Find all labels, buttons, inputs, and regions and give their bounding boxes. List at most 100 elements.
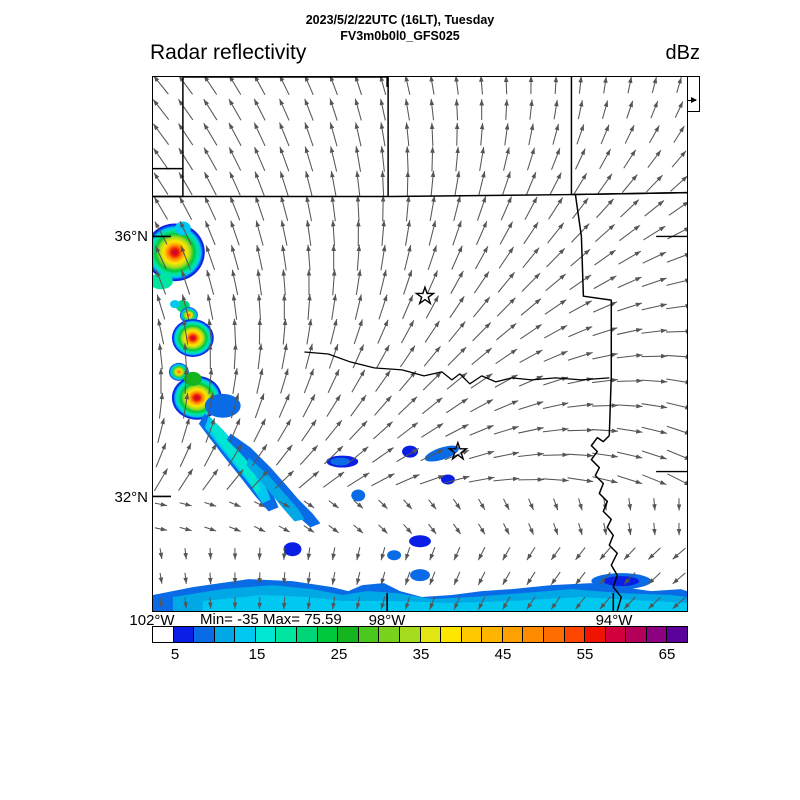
- wind-vector: [380, 244, 387, 271]
- wind-vector: [331, 294, 337, 320]
- wind-vector: [183, 548, 188, 560]
- wind-vector: [157, 417, 165, 444]
- wind-vector: [279, 77, 290, 96]
- wind-vector: [355, 269, 362, 296]
- colorbar-segment-24: [646, 627, 668, 642]
- wind-vector: [599, 148, 611, 170]
- wind-vector: [356, 244, 362, 271]
- wind-vector: [179, 502, 192, 507]
- wind-vector: [493, 451, 520, 459]
- wind-vector: [325, 419, 343, 441]
- wind-vector: [504, 123, 510, 146]
- colorbar-segment-5: [255, 627, 277, 642]
- wind-vector: [673, 125, 685, 143]
- wind-vector: [666, 449, 687, 460]
- wind-vector: [503, 523, 510, 535]
- wind-vector: [667, 473, 687, 486]
- wind-vector: [157, 343, 163, 370]
- colorbar-segment-7: [297, 627, 318, 642]
- wind-vector: [592, 428, 618, 434]
- wind-vector: [599, 547, 611, 561]
- colorbar-segment-22: [605, 627, 627, 642]
- star-marker-north: [414, 285, 436, 306]
- wind-vector: [450, 270, 464, 294]
- wind-vector: [473, 271, 490, 294]
- wind-vector: [275, 444, 293, 466]
- wind-vector: [207, 318, 213, 345]
- wind-vector: [254, 171, 265, 196]
- colorbar-segment-8: [317, 627, 339, 642]
- wind-vector: [331, 596, 336, 610]
- wind-vector: [398, 370, 417, 392]
- wind-vector: [616, 328, 643, 335]
- wind-vector: [232, 318, 237, 345]
- wind-vector: [231, 269, 239, 296]
- wind-vector: [277, 418, 292, 442]
- reflectivity-field: [153, 221, 687, 611]
- wind-vector: [426, 270, 439, 295]
- wind-vector: [647, 149, 662, 168]
- wind-vector: [329, 77, 338, 96]
- wind-vector: [282, 318, 288, 345]
- wind-vector: [182, 343, 188, 370]
- radar-cell: [153, 223, 205, 282]
- wind-vector: [330, 318, 338, 345]
- min-max-stats-label: Min= -35 Max= 75.59: [200, 611, 342, 628]
- wind-vector: [553, 99, 559, 120]
- wind-vector: [496, 297, 516, 317]
- wind-vector: [181, 294, 190, 320]
- wind-vector: [306, 572, 312, 585]
- wind-vector: [627, 522, 632, 536]
- wind-vector: [404, 98, 410, 121]
- wind-vector: [542, 477, 569, 483]
- colorbar-tick-5: 5: [170, 646, 180, 663]
- wind-vector: [306, 547, 312, 561]
- wind-vector: [203, 443, 217, 467]
- wind-vector: [405, 220, 411, 246]
- radar-cell: [603, 576, 640, 587]
- wind-vector: [227, 443, 243, 467]
- wind-vector: [526, 596, 536, 610]
- radar-cell: [171, 319, 214, 357]
- wind-vector: [616, 427, 643, 434]
- star-marker-south: [447, 440, 469, 461]
- wind-vector: [477, 546, 486, 561]
- wind-vector: [547, 222, 565, 244]
- wind-vector: [278, 500, 290, 508]
- wind-vector: [666, 354, 687, 360]
- wind-vector: [575, 547, 586, 561]
- wind-vector: [455, 146, 460, 172]
- wind-vector: [641, 426, 668, 435]
- wind-vector: [254, 393, 265, 419]
- wind-vector: [226, 469, 244, 491]
- wind-vector: [546, 247, 566, 268]
- right-arrow-head-icon: [691, 97, 697, 103]
- colorbar-segment-21: [585, 627, 606, 642]
- wind-vector: [641, 403, 668, 409]
- wind-vector: [447, 346, 467, 366]
- wind-vector: [396, 447, 420, 463]
- radar-cell: [168, 362, 189, 381]
- wind-vector: [526, 147, 535, 171]
- wind-vector: [453, 596, 461, 610]
- wind-vector: [305, 195, 313, 222]
- wind-vector: [331, 571, 336, 585]
- wind-vector: [403, 269, 413, 295]
- colorbar[interactable]: [152, 626, 688, 643]
- wind-vector: [524, 196, 538, 221]
- colorbar-segment-6: [276, 627, 298, 642]
- wind-vector: [379, 77, 387, 95]
- wind-vector: [206, 294, 214, 320]
- wind-vector: [405, 195, 411, 222]
- wind-vector: [399, 345, 416, 368]
- wind-vector: [208, 547, 213, 560]
- wind-vector: [454, 170, 461, 197]
- wind-vector: [203, 122, 218, 146]
- wind-vector: [567, 402, 594, 408]
- wind-vector: [397, 396, 418, 416]
- wind-vector: [179, 526, 192, 532]
- wind-vector: [550, 596, 561, 610]
- wind-vector: [257, 343, 263, 370]
- wind-vector: [647, 596, 661, 610]
